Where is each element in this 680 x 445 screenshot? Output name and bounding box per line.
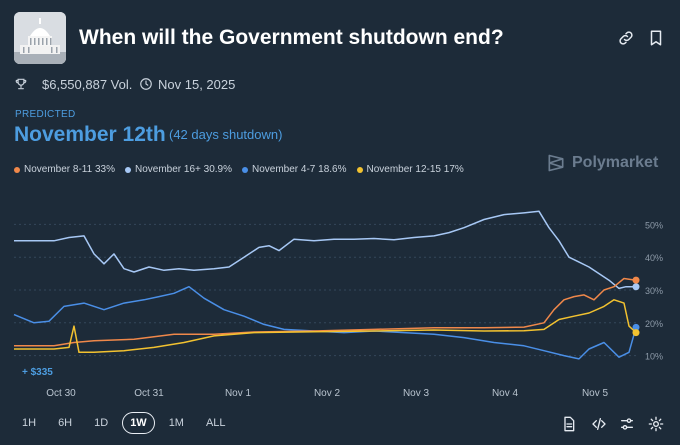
x-tick-label: Nov 4	[492, 388, 519, 399]
volume-text: $6,550,887 Vol.	[42, 77, 133, 92]
legend-item: November 16+ 30.9%	[124, 164, 232, 175]
x-tick-label: Oct 30	[46, 388, 76, 399]
range-button-6h[interactable]: 6H	[58, 417, 73, 429]
price-history-chart[interactable]: 50% 40% 30% 20% 10% Oct 30 Oct 31 Nov 1 Nov 2 Nov…	[0, 200, 680, 405]
x-tick-label: Nov 2	[314, 388, 341, 399]
y-tick-label: 20%	[645, 319, 663, 329]
legend-item: November 12-15 17%	[356, 164, 464, 175]
series-end-marker	[632, 283, 640, 291]
y-tick-label: 50%	[645, 220, 663, 230]
legend-label: November 12-15 17%	[366, 164, 464, 175]
market-title: When will the Government shutdown end?	[79, 26, 504, 49]
sliders-icon[interactable]	[619, 416, 635, 432]
polymarket-watermark: Polymarket	[546, 153, 658, 173]
y-tick-label: 10%	[645, 352, 663, 362]
volume-annotation: + $335	[22, 367, 53, 378]
capitol-building-image	[14, 12, 66, 64]
series-end-marker	[632, 276, 640, 284]
range-button-1m[interactable]: 1M	[168, 417, 184, 429]
embed-code-icon[interactable]	[591, 416, 607, 432]
legend-dot	[242, 166, 248, 173]
x-tick-label: Nov 1	[225, 388, 252, 399]
x-tick-label: Oct 31	[134, 388, 164, 399]
legend-label: November 4-7 18.6%	[252, 164, 347, 175]
x-tick-label: Nov 3	[403, 388, 430, 399]
series-line-0[interactable]	[14, 210, 636, 290]
legend-dot	[124, 166, 131, 173]
clock-icon	[140, 78, 152, 90]
x-tick-label: Nov 5	[582, 388, 609, 399]
legend-label: November 8-11 33%	[24, 164, 115, 175]
series-end-marker	[632, 329, 640, 337]
predicted-value: November 12th	[14, 123, 166, 146]
series-line-3[interactable]	[14, 299, 637, 354]
range-button-1d[interactable]: 1D	[94, 417, 109, 429]
series-end-marker	[632, 323, 640, 331]
range-button-1h[interactable]: 1H	[22, 417, 37, 429]
document-icon[interactable]	[561, 416, 577, 432]
range-button-1w[interactable]: 1W	[122, 412, 155, 434]
brand-name: Polymarket	[572, 154, 659, 171]
predicted-label: PREDICTED	[15, 109, 76, 120]
series-line-2[interactable]	[14, 277, 637, 347]
end-date-text: Nov 15, 2025	[158, 77, 236, 92]
y-tick-label: 30%	[645, 286, 663, 296]
legend-item: November 4-7 18.6%	[242, 164, 347, 175]
link-icon[interactable]	[617, 29, 635, 47]
legend-item: November 8-11 33%	[14, 164, 115, 175]
legend-label: November 16+ 30.9%	[134, 164, 232, 175]
gear-icon[interactable]	[648, 416, 664, 432]
chart-legend: November 8-11 33% November 16+ 30.9% Novem…	[14, 164, 464, 175]
time-range-selector: 1H 6H 1D 1W 1M ALL	[14, 412, 234, 434]
y-tick-label: 40%	[645, 253, 663, 263]
bookmark-icon[interactable]	[647, 29, 665, 47]
legend-dot	[14, 166, 20, 173]
legend-dot	[356, 166, 363, 173]
trophy-icon	[15, 78, 27, 90]
series-line-1[interactable]	[13, 285, 637, 360]
range-button-all[interactable]: ALL	[205, 417, 226, 429]
predicted-subtext: (42 days shutdown)	[169, 127, 283, 142]
polymarket-logo-icon	[548, 154, 564, 172]
market-thumbnail	[14, 12, 66, 64]
